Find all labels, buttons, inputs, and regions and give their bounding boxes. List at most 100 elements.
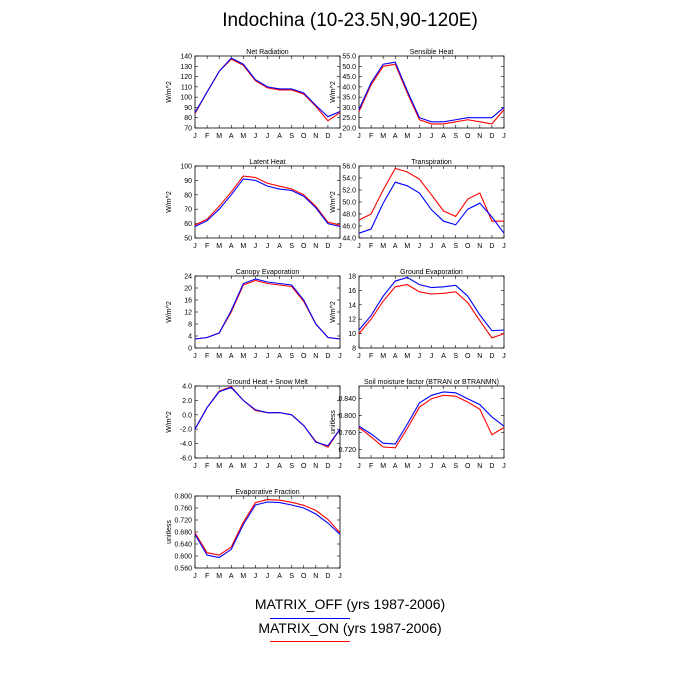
x-tick-label: A bbox=[277, 353, 282, 360]
plot-frame bbox=[194, 165, 341, 239]
x-tick-label: O bbox=[301, 463, 307, 470]
x-tick-label: J bbox=[430, 133, 434, 140]
x-tick-label: N bbox=[313, 353, 318, 360]
sensible-heat-panel: Sensible Heat 20.0 25.0 30.0 35.0 40.0 45.0 50.… bbox=[330, 48, 539, 153]
series-line-matrix-off bbox=[194, 501, 341, 559]
x-tick-label: A bbox=[277, 573, 282, 580]
x-tick-label: J bbox=[266, 133, 270, 140]
x-tick-label: O bbox=[301, 353, 307, 360]
y-tick-label: 0.0 bbox=[182, 412, 192, 419]
y-tick-label: 54.0 bbox=[342, 176, 356, 183]
x-tick-label: S bbox=[453, 463, 458, 470]
y-axis-label: W/m^2 bbox=[166, 301, 173, 323]
x-tick-label: J bbox=[430, 243, 434, 250]
series-line-matrix-off bbox=[194, 278, 341, 340]
x-tick-label: N bbox=[313, 243, 318, 250]
y-tick-label: 46.0 bbox=[342, 224, 356, 231]
y-tick-label: 18 bbox=[348, 274, 356, 281]
x-tick-label: A bbox=[229, 463, 234, 470]
y-tick-label: 120 bbox=[180, 74, 192, 81]
legend-entry-matrix-off: MATRIX_OFF (yrs 1987-2006) bbox=[254, 596, 446, 612]
latent-heat-panel: Latent Heat 50 60 70 80 90 100 J F M A M J J A S O N D J W/m… bbox=[166, 158, 375, 263]
x-tick-label: D bbox=[325, 463, 330, 470]
x-tick-label: A bbox=[441, 243, 446, 250]
plot-frame bbox=[358, 165, 505, 239]
y-tick-label: 2.0 bbox=[182, 398, 192, 405]
x-tick-label: F bbox=[205, 133, 209, 140]
x-tick-label: J bbox=[254, 463, 257, 470]
x-tick-label: J bbox=[193, 243, 197, 250]
legend-swatch-matrix-on bbox=[270, 641, 350, 642]
x-tick-label: J bbox=[418, 463, 422, 470]
y-tick-label: 12 bbox=[184, 310, 192, 317]
x-tick-label: S bbox=[289, 353, 294, 360]
x-tick-label: D bbox=[489, 243, 494, 250]
y-tick-label: 80 bbox=[184, 115, 192, 122]
x-tick-label: M bbox=[404, 353, 410, 360]
y-tick-label: 0.720 bbox=[174, 518, 192, 525]
x-tick-label: N bbox=[313, 573, 318, 580]
y-tick-label: 70 bbox=[184, 126, 192, 133]
y-tick-label: 8 bbox=[352, 346, 356, 353]
chart-svg: Transpiration 44.0 46.0 48.0 50.0 52.0 54.0 56.… bbox=[330, 159, 506, 250]
x-tick-label: S bbox=[289, 243, 294, 250]
y-tick-label: 50.0 bbox=[342, 64, 356, 71]
series-line-matrix-off bbox=[194, 178, 341, 228]
x-tick-label: M bbox=[240, 463, 246, 470]
series-line-matrix-off bbox=[358, 391, 505, 445]
x-tick-label: F bbox=[205, 243, 209, 250]
x-tick-label: F bbox=[369, 463, 373, 470]
x-tick-label: D bbox=[325, 573, 330, 580]
x-tick-label: M bbox=[404, 243, 410, 250]
y-axis-label: W/m^2 bbox=[166, 81, 173, 103]
x-tick-label: A bbox=[441, 133, 446, 140]
y-tick-label: 70 bbox=[184, 207, 192, 214]
x-tick-label: M bbox=[216, 353, 222, 360]
x-tick-label: J bbox=[418, 243, 422, 250]
figure-title: Indochina (10-23.5N,90-120E) bbox=[222, 10, 478, 31]
y-tick-label: 140 bbox=[180, 54, 192, 61]
x-tick-label: S bbox=[289, 133, 294, 140]
chart-title: Latent Heat bbox=[249, 159, 285, 166]
x-tick-label: D bbox=[325, 243, 330, 250]
x-tick-label: J bbox=[357, 463, 361, 470]
x-tick-label: A bbox=[277, 463, 282, 470]
x-tick-label: N bbox=[477, 133, 482, 140]
chart-svg: Evaporative Fraction 0.560 0.600 0.640 0.680… bbox=[166, 489, 342, 580]
y-tick-label: 0 bbox=[188, 346, 192, 353]
x-tick-label: D bbox=[325, 133, 330, 140]
y-tick-label: 56.0 bbox=[342, 164, 356, 171]
x-tick-label: J bbox=[266, 463, 270, 470]
x-tick-label: J bbox=[338, 133, 342, 140]
x-tick-label: A bbox=[229, 353, 234, 360]
series-line-matrix-on bbox=[358, 284, 505, 339]
x-tick-label: O bbox=[301, 243, 307, 250]
x-tick-label: J bbox=[502, 463, 506, 470]
x-tick-label: J bbox=[266, 243, 270, 250]
x-tick-label: N bbox=[477, 463, 482, 470]
x-tick-label: A bbox=[229, 133, 234, 140]
x-tick-label: S bbox=[289, 463, 294, 470]
x-tick-label: F bbox=[369, 133, 373, 140]
evaporative-fraction-panel: Evaporative Fraction 0.560 0.600 0.640 0.680… bbox=[166, 488, 375, 593]
chart-title: Soil moisture factor (BTRAN or BTRANMN) bbox=[364, 379, 499, 386]
series-line-matrix-on bbox=[358, 394, 505, 449]
y-tick-label: 130 bbox=[180, 64, 192, 71]
series-line-matrix-on bbox=[194, 58, 341, 122]
x-tick-label: J bbox=[193, 463, 197, 470]
x-tick-label: J bbox=[502, 353, 506, 360]
y-axis-label: W/m^2 bbox=[166, 191, 173, 213]
y-tick-label: 55.0 bbox=[342, 54, 356, 61]
series-line-matrix-on bbox=[194, 279, 341, 340]
y-tick-label: 90 bbox=[184, 178, 192, 185]
x-tick-label: F bbox=[369, 353, 373, 360]
x-tick-label: A bbox=[277, 133, 282, 140]
series-line-matrix-on bbox=[194, 175, 341, 226]
chart-svg: Ground Heat + Snow Melt -6.0 -4.0 -2.0 0.0 2.… bbox=[166, 379, 342, 470]
x-tick-label: N bbox=[477, 353, 482, 360]
y-tick-label: 40.0 bbox=[342, 84, 356, 91]
x-tick-label: M bbox=[380, 353, 386, 360]
